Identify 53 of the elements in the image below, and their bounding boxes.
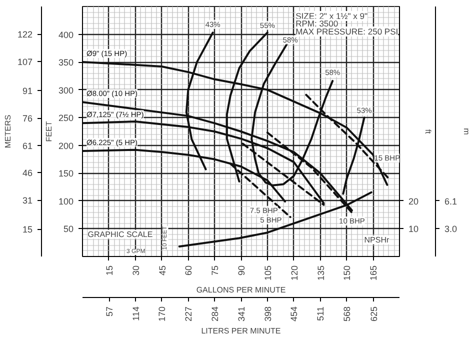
annotation: SIZE: 2" x 1½" x 9" — [296, 10, 368, 21]
x2-tick-label: 341 — [236, 306, 247, 322]
x2-tick-label: 625 — [368, 306, 379, 322]
x2-tick-label: 114 — [131, 306, 142, 321]
y2-tick-label: 76 — [22, 114, 33, 124]
y3-axis-title: ft — [424, 129, 433, 134]
y2-tick-label: 91 — [22, 86, 33, 96]
y-tick-label: 400 — [58, 30, 74, 40]
y2-axis-title: METERS — [3, 114, 12, 148]
text: 6.1 — [444, 196, 458, 206]
x2-tick-label: 57 — [104, 306, 115, 317]
x-tick-label: 120 — [289, 265, 300, 281]
y-axis-title: FEET — [44, 121, 54, 142]
y-tick-label: 200 — [58, 140, 74, 151]
x-tick-label: 30 — [130, 265, 141, 276]
annotation: MAX PRESSURE: 250 PSI — [296, 26, 398, 36]
annotation: NPSHr — [364, 235, 390, 244]
x2-tick-label: 568 — [342, 306, 352, 322]
y3-tick-label: 10 — [408, 224, 419, 234]
y2-tick-label: 31 — [22, 196, 33, 206]
y-tick-label: 350 — [58, 58, 74, 68]
y-tick-label: 250 — [58, 113, 74, 124]
x2-tick-label: 170 — [157, 306, 168, 322]
annotation: GRAPHIC SCALE — [88, 230, 153, 239]
x-tick-label: 15 — [104, 265, 114, 276]
x2-tick-label: 227 — [184, 306, 194, 322]
x-tick-label: 45 — [157, 265, 168, 276]
x2-tick-label: 511 — [316, 306, 326, 321]
x-axis-title: GALLONS PER MINUTE — [196, 286, 286, 295]
x-tick-label: 105 — [262, 265, 273, 281]
y-tick-label: 100 — [58, 196, 74, 206]
y2-tick-label: 107 — [17, 57, 33, 68]
y2-tick-label: 61 — [22, 140, 33, 151]
x2-tick-label: 398 — [263, 306, 274, 322]
y-tick-label: 150 — [58, 168, 74, 179]
y3-tick-label: 20 — [408, 196, 419, 206]
text: 3.0 — [444, 224, 458, 234]
x2-tick-label: 454 — [289, 306, 300, 322]
y2-tick-label: 15 — [22, 224, 33, 235]
y2-tick-label: 46 — [22, 168, 33, 178]
y-tick-label: 300 — [58, 85, 74, 96]
x-tick-label: 90 — [236, 265, 246, 276]
y2-tick-label: 122 — [17, 30, 33, 40]
x2-tick-label: 284 — [210, 306, 220, 322]
x-tick-label: 135 — [316, 265, 326, 281]
text: m — [462, 128, 472, 136]
x-tick-label: 75 — [210, 265, 220, 276]
x2-axis-title: LITERS PER MINUTE — [201, 326, 281, 336]
x-tick-label: 165 — [368, 265, 379, 281]
annotation: RPM: 3500 — [296, 18, 338, 29]
x-tick-label: 60 — [184, 265, 194, 276]
y-tick-label: 50 — [63, 224, 74, 234]
x-tick-label: 150 — [342, 265, 352, 281]
